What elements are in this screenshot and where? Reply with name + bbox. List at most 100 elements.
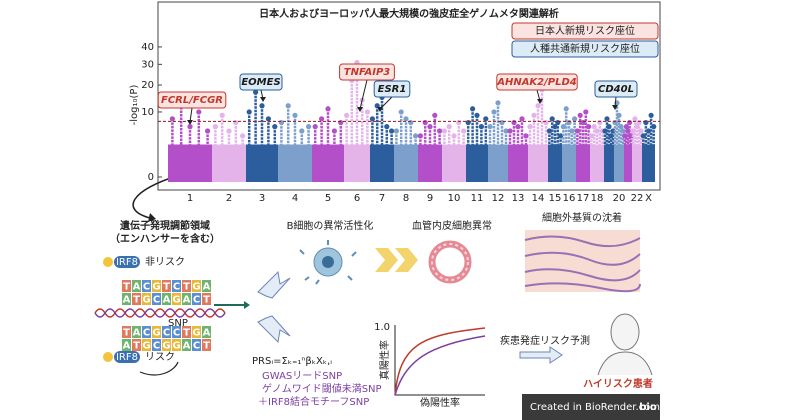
dna-strand	[94, 308, 226, 318]
baseline-cloud	[344, 144, 370, 182]
base-letter: T	[203, 295, 210, 306]
base-box	[202, 293, 211, 305]
base-box	[192, 326, 201, 338]
legend-box	[511, 40, 659, 58]
base-box	[202, 326, 211, 338]
snp-dot	[265, 116, 271, 122]
baseline-cloud	[418, 144, 442, 182]
snp-dot	[219, 112, 225, 118]
snp-dot	[344, 112, 350, 118]
snp-dot	[233, 119, 239, 126]
dna-strand	[94, 308, 226, 318]
snp-dot	[465, 119, 471, 126]
patient-label: ハイリスク患者	[583, 377, 653, 390]
base-letter: G	[142, 341, 150, 352]
badge-text: Created in BioRender.com	[530, 402, 660, 413]
base-letter: C	[173, 328, 180, 339]
base-letter: A	[203, 282, 211, 293]
arrow-head	[244, 301, 250, 309]
base-box	[132, 293, 141, 305]
snp-dot	[437, 128, 443, 134]
snp-dot	[422, 119, 428, 126]
base-letter: G	[192, 282, 200, 293]
snp-dot	[527, 124, 533, 130]
x-tick-label: 4	[292, 193, 298, 204]
snp-dot	[543, 119, 549, 126]
base-box	[152, 293, 161, 305]
base-letter: T	[123, 282, 130, 293]
snp-dot	[205, 128, 211, 134]
base-letter: C	[193, 295, 200, 306]
baseline-cloud	[604, 144, 614, 182]
curved-arrow	[132, 174, 181, 219]
snp-dot	[285, 103, 291, 109]
base-box	[132, 280, 141, 292]
snp-dot	[583, 109, 589, 115]
base-box	[162, 339, 171, 351]
snp-dot	[325, 106, 331, 112]
base-box	[172, 293, 181, 305]
baseline-cloud	[212, 144, 246, 182]
baseline-cloud	[548, 144, 562, 182]
snp-dot	[503, 128, 509, 134]
roc-tick: 1.0	[374, 322, 390, 333]
x-tick-label: 6	[354, 193, 360, 204]
baseline-cloud	[614, 144, 624, 182]
roc-ylabel: 真陽性率	[378, 340, 391, 380]
x-tick-label: 2	[226, 193, 232, 204]
x-tick-label: 16	[563, 193, 576, 204]
snp-dot	[638, 128, 644, 134]
snp-dot	[306, 124, 312, 130]
x-tick-label: 22	[631, 193, 644, 204]
badge	[522, 394, 660, 420]
x-tick-label: 14	[532, 193, 545, 204]
legend-box	[511, 22, 659, 40]
base-box	[192, 339, 201, 351]
base-box	[182, 293, 191, 305]
base-letter: C	[143, 328, 150, 339]
x-tick-label: 20	[613, 193, 626, 204]
base-box	[142, 293, 151, 305]
snp-dot	[331, 128, 337, 134]
snp-dot	[259, 103, 265, 109]
base-box	[182, 339, 191, 351]
annotation-arrowhead	[187, 120, 193, 125]
chevron	[395, 248, 418, 272]
snp-dot	[577, 112, 583, 118]
snp-dot	[226, 128, 232, 134]
x-tick-label: 17	[577, 193, 590, 204]
y-tick-label: 40	[141, 42, 154, 53]
snp-dot	[535, 103, 541, 109]
snp-dot	[588, 133, 595, 139]
base-letter: C	[163, 328, 170, 339]
snp-dot	[632, 116, 638, 122]
roc-curve	[394, 335, 486, 396]
base-box	[142, 339, 151, 351]
snp-dot	[606, 124, 612, 130]
x-tick-label: 5	[325, 193, 331, 204]
annotation-arrow	[359, 79, 368, 110]
baseline-cloud	[394, 144, 418, 182]
base-box	[132, 326, 141, 338]
chevron	[375, 248, 398, 272]
vessel-inner	[431, 243, 469, 281]
x-tick-label: X	[645, 193, 652, 204]
snp-dot	[555, 119, 561, 126]
snp-dot	[640, 133, 646, 139]
fibers	[524, 235, 641, 293]
base-letter: A	[123, 295, 131, 306]
base-box	[152, 339, 161, 351]
snp-dot	[474, 112, 480, 118]
annotation-label: FCRL/FCGR	[161, 95, 223, 106]
snp-dot	[312, 124, 318, 130]
annotation-box	[496, 73, 578, 91]
baseline-cloud	[370, 144, 394, 182]
snp-dot	[427, 124, 433, 130]
outline-arrow	[519, 346, 563, 364]
snp-dot	[560, 124, 567, 130]
predict-label: 疾患発症リスク予測	[500, 334, 590, 347]
snp-dot	[398, 109, 404, 115]
baseline-cloud	[168, 144, 212, 182]
y-axis-label: -log₁₀(P)	[129, 85, 140, 126]
roc-curve	[394, 327, 486, 396]
